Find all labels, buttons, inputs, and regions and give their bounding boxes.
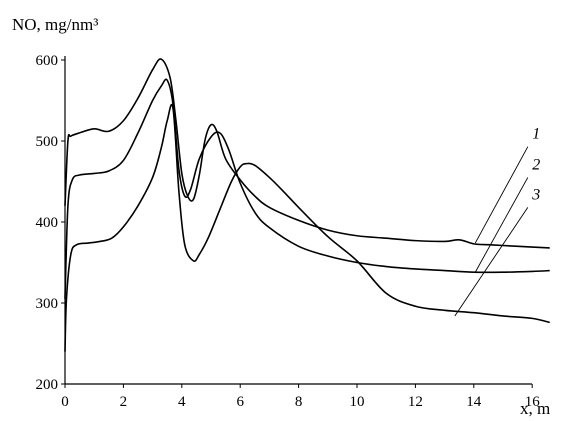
series-label-1: 1: [532, 126, 540, 143]
series-leader-line-2: [474, 177, 529, 273]
x-tick-label: 8: [295, 394, 303, 410]
series-label-3: 3: [531, 186, 540, 203]
y-tick-label: 500: [36, 134, 59, 150]
y-ticks: 200 300 400 500 600: [36, 53, 65, 393]
x-tick-label: 4: [178, 394, 186, 410]
x-tick-label: 16: [525, 394, 541, 410]
y-tick-label: 300: [36, 296, 59, 312]
x-axis-title: x, m: [520, 399, 550, 418]
x-tick-label: 6: [236, 394, 244, 410]
x-ticks: 0 2 4 6 8 10 12 14 16: [61, 384, 540, 410]
series-line-3: [64, 103, 550, 352]
y-tick-label: 600: [36, 53, 59, 69]
leader-lines: [454, 146, 529, 317]
y-tick-label: 200: [36, 377, 59, 393]
series-labels: 1 2 3: [531, 126, 540, 204]
series-leader-line-1: [474, 146, 529, 244]
y-axis-title: NO, mg/nm³: [12, 15, 98, 34]
x-tick-label: 2: [120, 394, 128, 410]
x-tick-label: 0: [61, 394, 69, 410]
series-leader-line-3: [454, 207, 529, 317]
y-tick-label: 400: [36, 215, 59, 231]
series-label-2: 2: [532, 156, 540, 173]
x-tick-label: 14: [466, 394, 482, 410]
series-lines: [64, 58, 550, 352]
series-line-2: [64, 78, 550, 299]
series-line-1: [64, 58, 550, 249]
x-tick-label: 10: [350, 394, 365, 410]
x-tick-label: 12: [408, 394, 423, 410]
y-axis-title-text: NO, mg/nm³: [12, 15, 98, 34]
